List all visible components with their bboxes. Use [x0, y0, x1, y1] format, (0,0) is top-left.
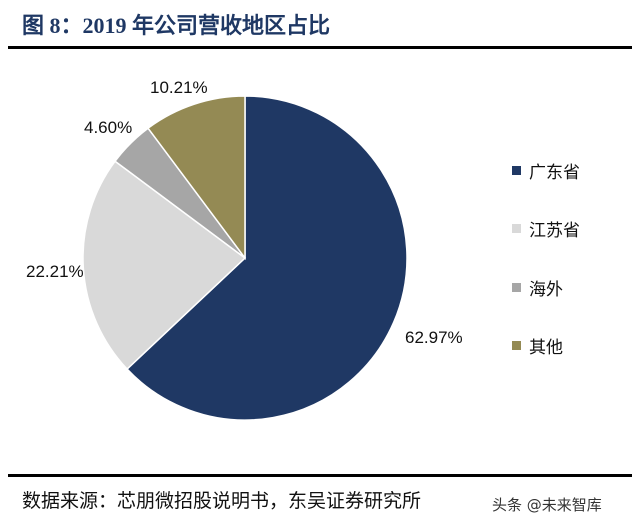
- pie-slice-guangdong: [126, 95, 408, 421]
- legend-label: 其他: [529, 338, 563, 358]
- watermark: 头条 @未来智库: [492, 496, 602, 514]
- legend-label: 广东省: [529, 163, 580, 183]
- top-rule: [8, 46, 632, 49]
- slice-label-other: 10.21%: [150, 78, 208, 97]
- legend-swatch: [512, 166, 521, 175]
- legend-swatch: [512, 341, 521, 350]
- legend-swatch: [512, 283, 521, 292]
- pie-slice-jiangsu: [82, 160, 247, 371]
- legend-label: 海外: [529, 280, 563, 300]
- chart-title: 图 8：2019 年公司营收地区占比: [22, 13, 331, 38]
- legend-item-jiangsu: 江苏省: [512, 216, 580, 241]
- slice-label-jiangsu: 22.21%: [26, 262, 84, 281]
- legend-swatch: [512, 224, 521, 233]
- pie-slice-other: [146, 95, 246, 261]
- slice-label-overseas: 4.60%: [84, 118, 133, 137]
- legend-item-guangdong: 广东省: [512, 158, 580, 183]
- legend-item-overseas: 海外: [512, 275, 563, 300]
- slice-label-guangdong: 62.97%: [405, 328, 463, 347]
- source-note: 数据来源：芯朋微招股说明书，东吴证券研究所: [22, 490, 422, 512]
- legend-item-other: 其他: [512, 333, 563, 358]
- legend-label: 江苏省: [529, 221, 580, 241]
- bottom-rule: [8, 474, 632, 477]
